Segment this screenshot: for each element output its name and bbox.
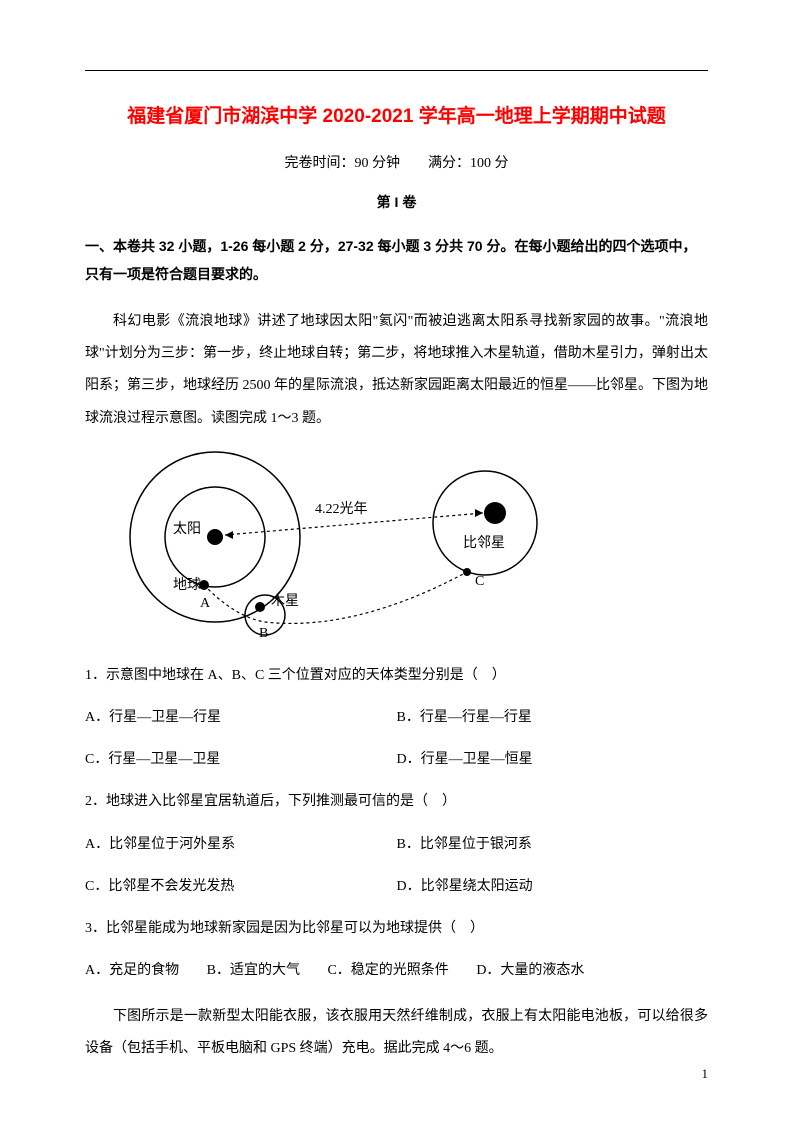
exam-info: 完卷时间：90 分钟 满分：100 分 [85, 152, 708, 172]
q2-text: 2．地球进入比邻星宜居轨道后，下列推测最可信的是（ ） [85, 786, 708, 818]
q1-option-a: A．行星—卫星—行星 [85, 702, 397, 734]
q3-options: A．充足的食物 B．适宜的大气 C．稳定的光照条件 D．大量的液态水 [85, 955, 708, 987]
q3-option-b: B．适宜的大气 [207, 963, 300, 978]
q1-option-c: C．行星—卫星—卫星 [85, 744, 397, 776]
q3-option-d: D．大量的液态水 [476, 963, 584, 978]
passage-1: 科幻电影《流浪地球》讲述了地球因太阳"氦闪"而被迫逃离太阳系寻找新家园的故事。"… [85, 306, 708, 435]
earth-label: 地球 [173, 577, 201, 593]
q1-option-b: B．行星—行星—行星 [397, 702, 709, 734]
top-rule [85, 70, 708, 71]
exam-title: 福建省厦门市湖滨中学 2020-2021 学年高一地理上学期期中试题 [85, 101, 708, 128]
q2-options-row1: A．比邻星位于河外星系 B．比邻星位于银河系 [85, 829, 708, 861]
sun-label: 太阳 [173, 521, 201, 537]
q2-options-row2: C．比邻星不会发光发热 D．比邻星绕太阳运动 [85, 871, 708, 903]
q2-option-b: B．比邻星位于银河系 [397, 829, 709, 861]
q3-option-a: A．充足的食物 [85, 963, 179, 978]
diagram-wandering-earth: 太阳 地球 A 木星 B 比邻星 C 4.22光年 [105, 447, 708, 642]
jupiter-label: 木星 [271, 593, 299, 609]
instructions: 一、本卷共 32 小题，1-26 每小题 2 分，27-32 每小题 3 分共 … [85, 232, 708, 288]
q2-option-c: C．比邻星不会发光发热 [85, 871, 397, 903]
q1-options-row1: A．行星—卫星—行星 B．行星—行星—行星 [85, 702, 708, 734]
passage-2: 下图所示是一款新型太阳能衣服，该衣服用天然纤维制成，衣服上有太阳能电池板，可以给… [85, 1001, 708, 1065]
q3-text: 3．比邻星能成为地球新家园是因为比邻星可以为地球提供（ ） [85, 913, 708, 945]
q3-option-c: C．稳定的光照条件 [327, 963, 448, 978]
proxima-label: 比邻星 [463, 535, 505, 551]
point-c: C [475, 574, 484, 589]
section-label: 第 I 卷 [85, 192, 708, 212]
point-a: A [200, 596, 211, 611]
page-number: 1 [702, 1066, 709, 1082]
q2-option-a: A．比邻星位于河外星系 [85, 829, 397, 861]
q1-options-row2: C．行星—卫星—卫星 D．行星—卫星—恒星 [85, 744, 708, 776]
point-b: B [259, 626, 268, 637]
distance-label: 4.22光年 [315, 501, 368, 517]
q2-option-d: D．比邻星绕太阳运动 [397, 871, 709, 903]
q1-option-d: D．行星—卫星—恒星 [397, 744, 709, 776]
q1-text: 1．示意图中地球在 A、B、C 三个位置对应的天体类型分别是（ ） [85, 660, 708, 692]
